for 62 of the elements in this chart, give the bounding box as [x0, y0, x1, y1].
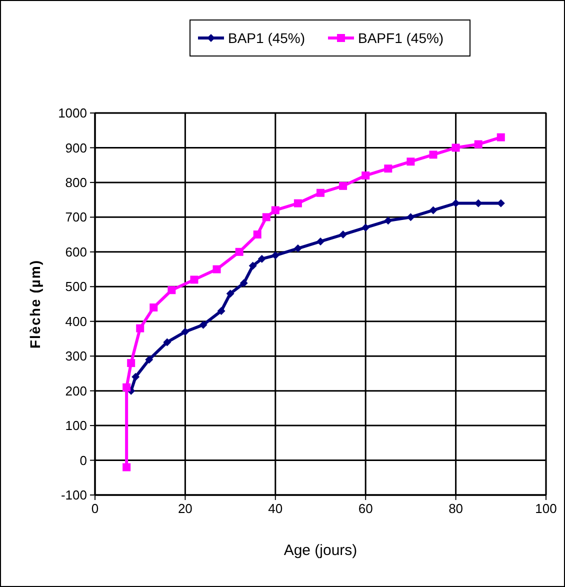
- point: [262, 213, 270, 222]
- y-tick-label: 400: [65, 314, 87, 329]
- y-tick-label: 600: [65, 244, 87, 260]
- x-tick-label: 40: [268, 501, 283, 516]
- point: [212, 265, 221, 274]
- x-tick-label: 20: [178, 501, 192, 516]
- y-tick-label: 700: [65, 210, 87, 225]
- y-axis-title: Flèche (µm): [27, 259, 43, 349]
- y-tick-label: 200: [65, 383, 87, 398]
- y-tick-label: -100: [60, 488, 87, 503]
- y-tick-label: 0: [80, 452, 87, 468]
- point: [240, 279, 248, 288]
- point: [235, 248, 244, 256]
- point: [496, 133, 505, 142]
- point: [339, 182, 348, 190]
- y-tick-label: 500: [65, 279, 87, 294]
- point: [248, 262, 257, 270]
- point: [136, 324, 144, 332]
- point: [406, 158, 415, 166]
- point: [181, 328, 190, 336]
- point: [271, 206, 280, 214]
- point: [339, 230, 348, 239]
- point: [253, 230, 262, 239]
- point: [362, 224, 370, 232]
- point: [226, 290, 234, 298]
- point: [316, 237, 324, 246]
- y-tick-label: 800: [65, 175, 87, 190]
- point: [452, 144, 460, 152]
- x-tick-label: 0: [91, 501, 99, 516]
- legend-label: BAP1 (45%): [228, 30, 306, 46]
- point: [122, 463, 131, 472]
- point: [127, 359, 136, 368]
- point: [474, 140, 482, 148]
- point: [429, 206, 438, 214]
- point: [217, 306, 226, 315]
- point: [362, 172, 370, 180]
- x-tick-label: 80: [448, 501, 464, 516]
- point: [168, 286, 176, 294]
- point: [316, 188, 324, 197]
- point: [122, 383, 131, 392]
- point: [429, 150, 438, 159]
- y-tick-label: 100: [65, 418, 87, 434]
- y-tick-label: 300: [65, 348, 87, 364]
- point: [294, 199, 302, 208]
- point: [384, 164, 392, 173]
- x-tick-label: 100: [535, 501, 557, 516]
- point: [190, 276, 198, 284]
- x-tick-label: 60: [358, 501, 373, 516]
- point: [199, 320, 208, 329]
- point: [384, 216, 392, 225]
- x-axis-title: Age (jours): [284, 542, 358, 559]
- point: [294, 244, 302, 252]
- point: [150, 303, 158, 312]
- y-tick-label: 1000: [58, 106, 87, 121]
- point: [163, 338, 172, 346]
- point: [132, 372, 140, 381]
- y-tick-label: 900: [65, 140, 87, 156]
- point: [406, 213, 415, 222]
- point: [258, 254, 266, 263]
- legend-label: BAPF1 (45%): [358, 30, 444, 46]
- point: [271, 251, 280, 260]
- point: [145, 356, 154, 364]
